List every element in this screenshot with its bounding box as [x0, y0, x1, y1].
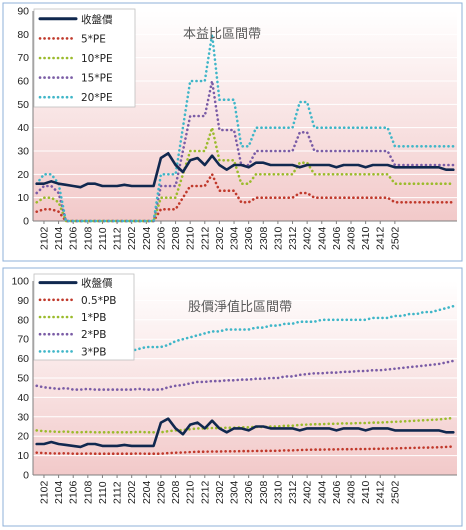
- x-tick-label: 2212: [199, 226, 211, 250]
- series-line-0: [35, 152, 455, 189]
- series-line-3: [35, 79, 455, 223]
- x-tick-label: 2410: [360, 226, 372, 250]
- x-tick-label: 2106: [68, 480, 80, 504]
- legend-label-3: 15*PE: [81, 73, 113, 85]
- legend-box: [33, 273, 135, 361]
- x-tick-label: 2406: [331, 480, 343, 504]
- x-tick-label: 2204: [141, 226, 153, 250]
- x-tick-label: 2306: [243, 480, 255, 504]
- y-tick-label: 90: [17, 295, 29, 307]
- x-tick-label: 2308: [258, 226, 270, 250]
- chart-title: 股價淨值比區間帶: [188, 299, 292, 315]
- legend-label-4: 3*PB: [81, 346, 106, 358]
- y-tick-label: 60: [17, 353, 29, 365]
- y-tick-label: 20: [17, 169, 29, 181]
- y-tick-label: 80: [17, 29, 29, 41]
- x-tick-label: 2104: [53, 226, 65, 250]
- y-tick-label: 30: [17, 411, 29, 423]
- series-line-1: [35, 445, 455, 456]
- x-tick-label: 2302: [214, 480, 226, 504]
- y-tick-label: 70: [17, 52, 29, 64]
- y-tick-label: 10: [17, 450, 29, 462]
- x-tick-label: 2106: [68, 226, 80, 250]
- x-tick-label: 2312: [287, 480, 299, 504]
- x-tick-label: 2110: [97, 227, 109, 250]
- y-tick-label: 50: [17, 373, 29, 385]
- x-tick-label: 2108: [82, 480, 94, 504]
- x-tick-label: 2302: [214, 226, 226, 250]
- x-tick-label: 2402: [302, 226, 314, 250]
- y-tick-label: 10: [17, 192, 29, 204]
- x-tick-label: 2104: [53, 480, 65, 504]
- x-tick-label: 2210: [185, 226, 197, 250]
- series-line-4: [35, 304, 455, 357]
- x-tick-label: 2102: [38, 480, 50, 504]
- y-tick-label: 40: [17, 122, 29, 134]
- x-tick-label: 2402: [302, 480, 314, 504]
- series-line-1: [35, 173, 455, 223]
- legend-label-0: 收盤價: [81, 13, 113, 26]
- x-tick-label: 2304: [229, 480, 241, 504]
- x-tick-label: 2112: [112, 481, 124, 504]
- y-tick-label: 30: [17, 146, 29, 158]
- y-tick-label: 80: [17, 314, 29, 326]
- legend-label-0: 收盤價: [81, 277, 113, 290]
- series-line-2: [35, 416, 455, 434]
- legend-label-1: 5*PE: [81, 33, 106, 45]
- x-tick-label: 2112: [112, 227, 124, 250]
- chart-title: 本益比區間帶: [183, 27, 261, 42]
- x-tick-label: 2502: [389, 480, 401, 504]
- x-tick-label: 2210: [185, 480, 197, 504]
- x-tick-label: 2102: [38, 226, 50, 250]
- x-tick-label: 2312: [287, 226, 299, 250]
- x-tick-label: 2310: [272, 226, 284, 250]
- series-line-0: [35, 417, 455, 449]
- y-tick-label: 20: [17, 431, 29, 443]
- y-tick-label: 40: [17, 392, 29, 404]
- x-tick-label: 2304: [229, 226, 241, 250]
- legend-label-2: 1*PB: [81, 312, 106, 324]
- x-tick-label: 2202: [126, 480, 138, 504]
- x-tick-label: 2202: [126, 226, 138, 250]
- y-tick-label: 60: [17, 76, 29, 88]
- x-tick-label: 2406: [331, 226, 343, 250]
- y-tick-label: 100: [11, 276, 29, 288]
- x-tick-label: 2206: [155, 480, 167, 504]
- x-tick-label: 2502: [389, 226, 401, 250]
- x-tick-label: 2206: [155, 226, 167, 250]
- legend-box: [33, 8, 136, 108]
- x-tick-label: 2408: [346, 480, 358, 504]
- x-tick-label: 2306: [243, 226, 255, 250]
- x-tick-label: 2310: [272, 480, 284, 504]
- x-tick-label: 2404: [316, 226, 328, 250]
- x-tick-label: 2204: [141, 480, 153, 504]
- legend-label-2: 10*PE: [81, 53, 113, 65]
- x-tick-label: 2208: [170, 226, 182, 250]
- y-tick-label: 50: [17, 99, 29, 111]
- y-tick-label: 0: [23, 216, 29, 228]
- series-line-4: [35, 32, 455, 223]
- legend-label-3: 2*PB: [81, 329, 106, 341]
- x-tick-label: 2412: [375, 480, 387, 504]
- x-tick-label: 2404: [316, 480, 328, 504]
- legend-label-4: 20*PE: [81, 92, 113, 104]
- x-tick-label: 2212: [199, 480, 211, 504]
- x-tick-label: 2110: [97, 481, 109, 504]
- legend-label-1: 0.5*PB: [81, 295, 116, 307]
- x-tick-label: 2208: [170, 480, 182, 504]
- x-tick-label: 2408: [346, 226, 358, 250]
- y-tick-label: 90: [17, 6, 29, 18]
- x-tick-label: 2410: [360, 480, 372, 504]
- x-tick-label: 2108: [82, 226, 94, 250]
- x-tick-label: 2412: [375, 226, 387, 250]
- y-tick-label: 0: [23, 470, 29, 482]
- x-tick-label: 2308: [258, 480, 270, 504]
- y-tick-label: 70: [17, 334, 29, 346]
